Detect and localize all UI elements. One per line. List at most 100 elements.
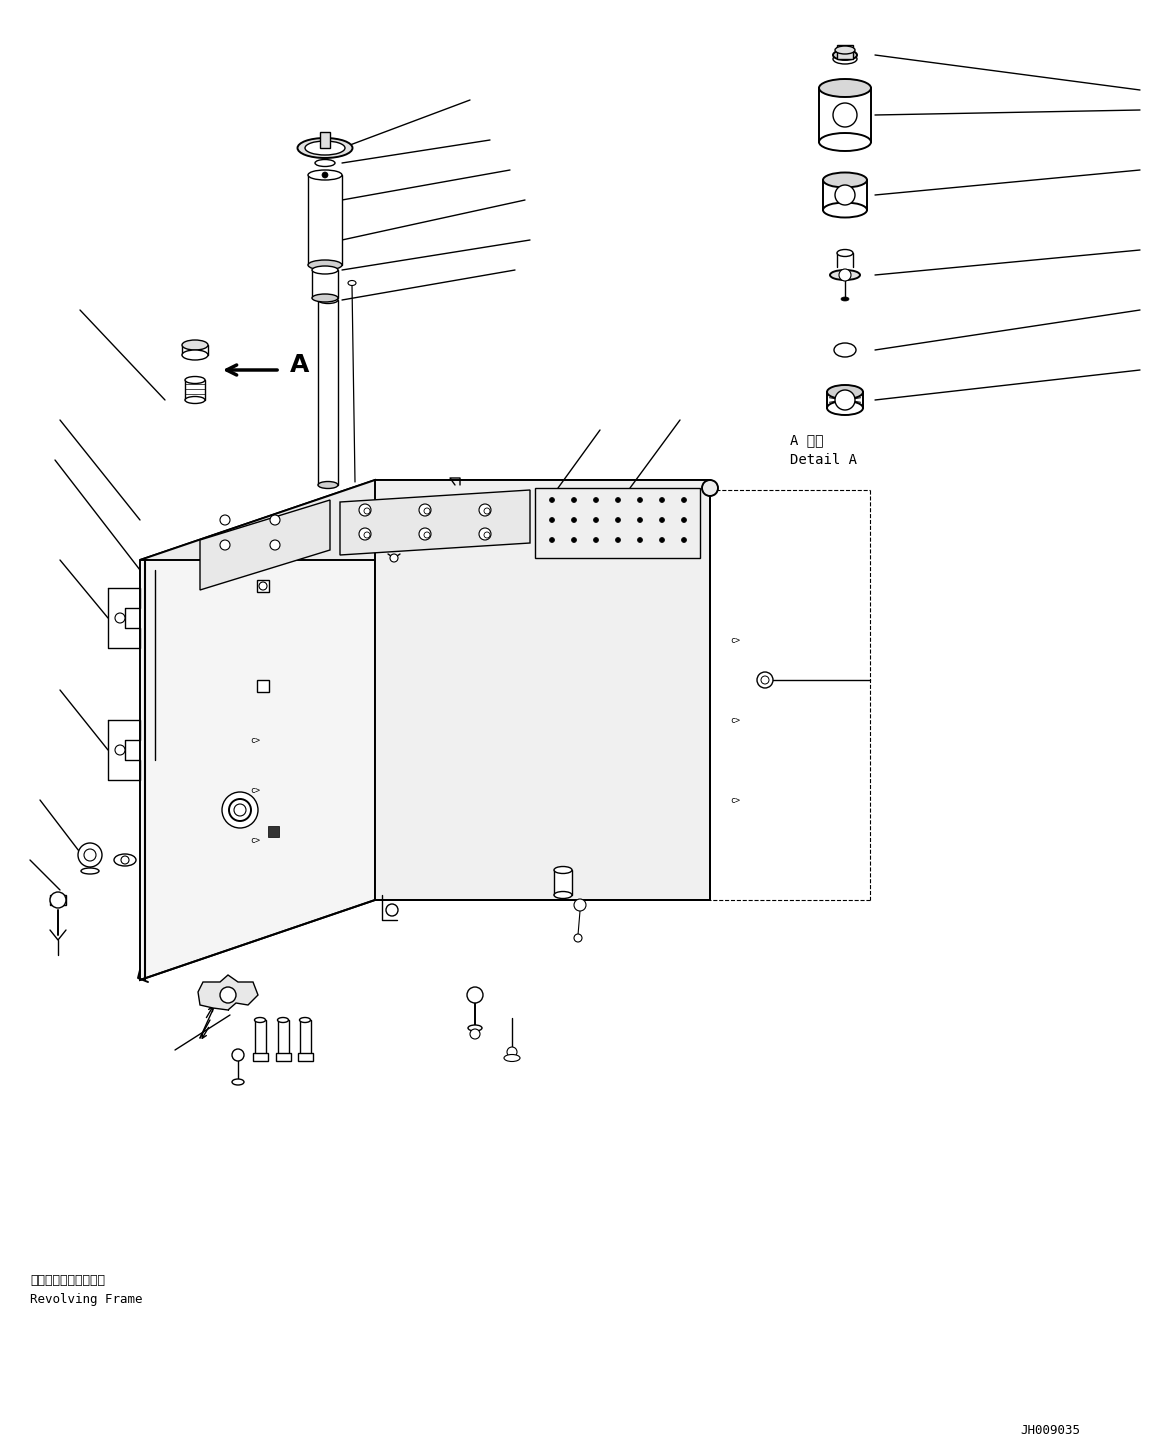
Text: Detail A: Detail A xyxy=(790,453,857,467)
Circle shape xyxy=(470,1029,480,1039)
Circle shape xyxy=(682,518,686,522)
Ellipse shape xyxy=(114,855,136,866)
Ellipse shape xyxy=(554,866,572,874)
Ellipse shape xyxy=(833,49,857,59)
Text: c>: c> xyxy=(250,785,261,795)
Circle shape xyxy=(359,503,371,517)
Circle shape xyxy=(835,390,855,411)
Bar xyxy=(267,826,279,837)
Text: c>: c> xyxy=(730,636,740,644)
Ellipse shape xyxy=(837,250,852,257)
Ellipse shape xyxy=(833,54,857,64)
Circle shape xyxy=(78,843,102,868)
Bar xyxy=(300,1020,311,1055)
Text: Revolving Frame: Revolving Frame xyxy=(30,1293,143,1306)
Circle shape xyxy=(593,537,599,543)
Circle shape xyxy=(682,498,686,502)
Ellipse shape xyxy=(819,78,871,97)
Ellipse shape xyxy=(255,1017,265,1023)
Ellipse shape xyxy=(841,297,849,300)
Ellipse shape xyxy=(554,891,572,898)
Circle shape xyxy=(424,533,430,538)
Polygon shape xyxy=(374,480,709,900)
Text: c>: c> xyxy=(730,715,740,724)
Circle shape xyxy=(659,518,664,522)
Text: JH009035: JH009035 xyxy=(1020,1423,1080,1436)
Circle shape xyxy=(833,103,857,128)
Ellipse shape xyxy=(312,295,338,302)
Ellipse shape xyxy=(835,46,855,54)
Ellipse shape xyxy=(468,1024,481,1032)
Circle shape xyxy=(637,518,642,522)
Ellipse shape xyxy=(823,173,866,187)
Bar xyxy=(254,1053,267,1061)
Circle shape xyxy=(593,518,599,522)
Bar xyxy=(320,132,330,148)
Circle shape xyxy=(234,804,247,815)
Ellipse shape xyxy=(278,1017,288,1023)
Ellipse shape xyxy=(300,1017,311,1023)
Ellipse shape xyxy=(504,1055,520,1062)
Circle shape xyxy=(549,498,555,502)
Text: c>: c> xyxy=(250,836,261,844)
Ellipse shape xyxy=(348,280,356,286)
Circle shape xyxy=(761,676,769,683)
Circle shape xyxy=(364,508,370,514)
Circle shape xyxy=(659,498,664,502)
Circle shape xyxy=(419,503,431,517)
Circle shape xyxy=(220,515,230,525)
Circle shape xyxy=(229,800,251,821)
Ellipse shape xyxy=(315,160,335,167)
Circle shape xyxy=(390,554,398,562)
Ellipse shape xyxy=(830,270,859,280)
Circle shape xyxy=(839,268,851,281)
Polygon shape xyxy=(535,488,700,559)
Ellipse shape xyxy=(823,203,866,218)
Ellipse shape xyxy=(81,868,99,874)
Ellipse shape xyxy=(827,385,863,399)
Circle shape xyxy=(479,503,491,517)
Ellipse shape xyxy=(312,266,338,274)
Circle shape xyxy=(549,537,555,543)
Ellipse shape xyxy=(181,350,208,360)
Bar xyxy=(276,1053,291,1061)
Bar xyxy=(554,871,572,895)
Ellipse shape xyxy=(231,1080,244,1085)
Bar xyxy=(255,1020,266,1055)
Ellipse shape xyxy=(308,170,342,180)
Bar xyxy=(257,580,269,592)
Text: c>: c> xyxy=(250,736,261,744)
Circle shape xyxy=(121,856,129,863)
Circle shape xyxy=(231,1049,244,1061)
Ellipse shape xyxy=(185,396,205,403)
Ellipse shape xyxy=(308,260,342,270)
Text: A: A xyxy=(290,353,309,377)
Ellipse shape xyxy=(298,138,352,158)
Ellipse shape xyxy=(185,376,205,383)
Circle shape xyxy=(637,537,642,543)
Ellipse shape xyxy=(827,400,863,415)
Polygon shape xyxy=(140,480,374,979)
Bar xyxy=(308,176,342,266)
Circle shape xyxy=(571,498,577,502)
Polygon shape xyxy=(198,975,258,1010)
Circle shape xyxy=(50,892,66,908)
Circle shape xyxy=(757,672,773,688)
Circle shape xyxy=(507,1048,518,1056)
Bar xyxy=(837,45,852,59)
Circle shape xyxy=(615,518,621,522)
Circle shape xyxy=(575,934,582,942)
Ellipse shape xyxy=(702,480,718,496)
Circle shape xyxy=(468,987,483,1003)
Bar xyxy=(312,270,338,297)
Circle shape xyxy=(682,537,686,543)
Circle shape xyxy=(115,612,124,622)
Circle shape xyxy=(615,537,621,543)
Circle shape xyxy=(659,537,664,543)
Bar xyxy=(298,1053,313,1061)
Polygon shape xyxy=(140,480,709,560)
Circle shape xyxy=(419,528,431,540)
Circle shape xyxy=(364,533,370,538)
Circle shape xyxy=(270,540,280,550)
Circle shape xyxy=(424,508,430,514)
